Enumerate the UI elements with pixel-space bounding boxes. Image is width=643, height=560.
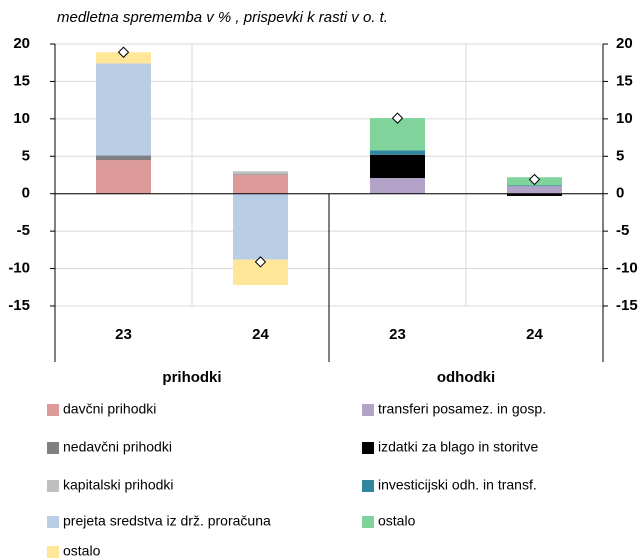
y2-tick-label: 20 <box>616 35 633 52</box>
legend-label: kapitalski prihodki <box>63 477 174 493</box>
legend-label: investicijski odh. in transf. <box>378 477 537 493</box>
total-marker <box>528 173 541 186</box>
legend-swatch <box>47 480 59 492</box>
bar-segment <box>507 193 562 196</box>
bar-segment <box>96 160 151 194</box>
legend-label: davčni prihodki <box>63 401 156 417</box>
legend-swatch <box>47 516 59 528</box>
group-label: prihodki <box>162 369 221 386</box>
bar-segment <box>507 185 562 187</box>
total-marker <box>254 256 267 268</box>
legend-swatch <box>362 516 374 528</box>
x-tick-label: 24 <box>526 326 543 343</box>
bar-segment <box>233 174 288 175</box>
chart-title: medletna sprememba v % , prispevki k ras… <box>57 9 388 26</box>
bar-segment <box>233 193 288 260</box>
y-tick-label: 5 <box>22 147 30 164</box>
x-tick-label: 23 <box>389 326 406 343</box>
y2-tick-label: 5 <box>616 147 624 164</box>
y2-tick-label: 10 <box>616 110 633 127</box>
legend-label: prejeta sredstva iz drž. proračuna <box>63 513 271 529</box>
y2-tick-label: 0 <box>616 185 624 202</box>
bar-segment <box>370 150 425 155</box>
y-tick-label: 15 <box>13 72 30 89</box>
x-tick-label: 24 <box>252 326 269 343</box>
y2-tick-label: -10 <box>616 260 638 277</box>
legend-swatch <box>47 546 59 558</box>
y-tick-label: 0 <box>22 185 30 202</box>
total-marker <box>117 46 130 58</box>
legend-swatch <box>362 404 374 416</box>
legend-swatch <box>362 480 374 492</box>
legend-swatch <box>47 404 59 416</box>
legend-label: nedavčni prihodki <box>63 439 172 455</box>
bar-segment <box>96 155 151 161</box>
bar-segment <box>370 154 425 178</box>
legend-label: ostalo <box>63 543 101 559</box>
legend-swatch <box>362 442 374 454</box>
y-tick-label: -5 <box>17 222 30 239</box>
y-tick-label: -15 <box>8 297 30 314</box>
x-tick-label: 23 <box>115 326 132 343</box>
y-tick-label: 20 <box>13 35 30 52</box>
total-marker <box>391 112 404 124</box>
legend-swatch <box>47 442 59 454</box>
bar-segment <box>370 177 425 194</box>
legend-label: ostalo <box>378 513 416 529</box>
y-tick-label: 10 <box>13 110 30 127</box>
bar-segment <box>96 63 151 156</box>
bar-segment <box>507 186 562 194</box>
legend-label: transferi posamez. in gosp. <box>378 401 546 417</box>
bar-segment <box>233 175 288 194</box>
y2-tick-label: 15 <box>616 72 633 89</box>
bar-segment <box>233 171 288 175</box>
y2-tick-label: -5 <box>616 222 629 239</box>
y2-tick-label: -15 <box>616 297 638 314</box>
y-tick-label: -10 <box>8 260 30 277</box>
legend-label: izdatki za blago in storitve <box>378 439 539 455</box>
group-label: odhodki <box>437 369 495 386</box>
